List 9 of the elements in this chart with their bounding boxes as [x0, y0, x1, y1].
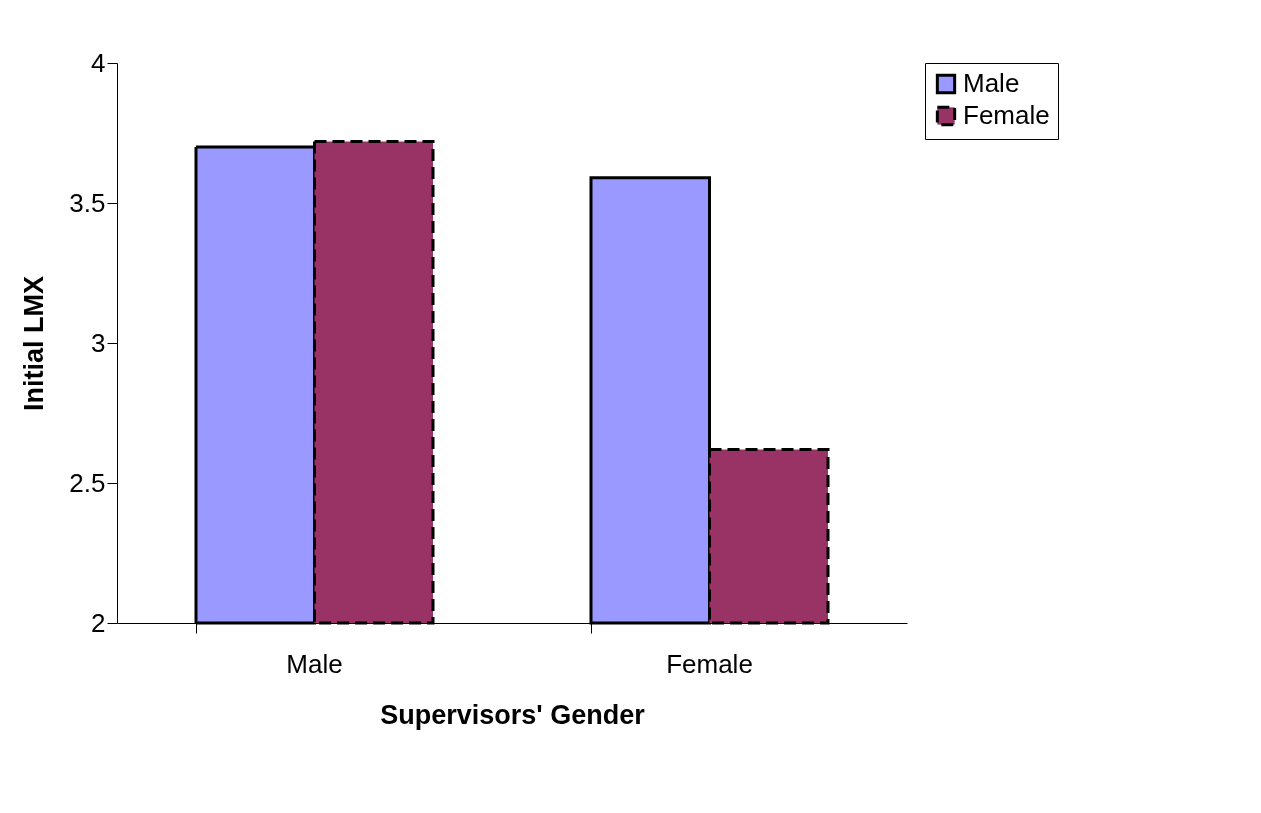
y-tick-label: 3 [91, 327, 106, 358]
y-tick-label: 2 [91, 607, 106, 638]
y-tick-label: 2.5 [69, 467, 106, 498]
y-tick-label: 4 [91, 47, 106, 78]
legend-label: Male [963, 68, 1020, 98]
x-axis-title: Supervisors' Gender [380, 699, 646, 730]
y-tick-label: 3.5 [69, 187, 106, 218]
y-axis-title: Initial LMX [19, 276, 50, 411]
legend-label: Female [963, 100, 1050, 130]
